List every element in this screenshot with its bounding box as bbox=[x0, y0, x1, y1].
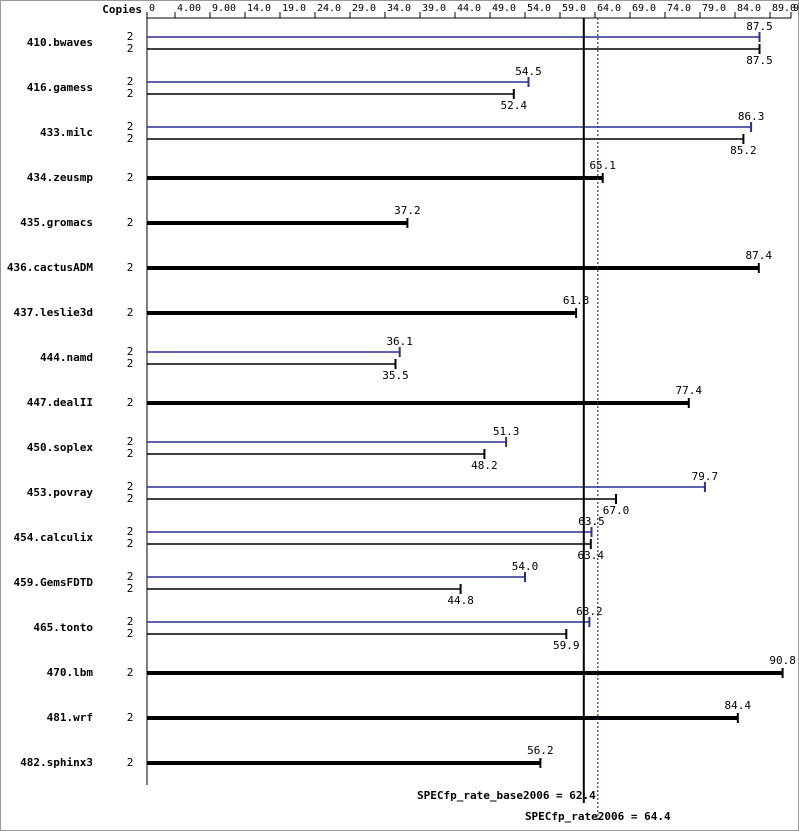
copies-label: 2 bbox=[127, 711, 134, 724]
value-label: 59.9 bbox=[553, 639, 580, 652]
copies-label: 2 bbox=[127, 396, 134, 409]
value-label: 52.4 bbox=[501, 99, 528, 112]
x-tick-label: 0 bbox=[149, 3, 155, 14]
copies-label: 2 bbox=[127, 42, 134, 55]
benchmark-name: 482.sphinx3 bbox=[20, 756, 93, 769]
x-tick-label: 19.0 bbox=[282, 3, 306, 14]
value-label: 84.4 bbox=[725, 699, 752, 712]
benchmark-name: 436.cactusADM bbox=[7, 261, 93, 274]
benchmark-name: 470.lbm bbox=[47, 666, 94, 679]
axis-label: Copies bbox=[102, 3, 142, 16]
value-label: 35.5 bbox=[382, 369, 409, 382]
value-label: 48.2 bbox=[471, 459, 498, 472]
copies-label: 2 bbox=[127, 261, 134, 274]
copies-label: 2 bbox=[127, 357, 134, 370]
x-tick-label: 34.0 bbox=[387, 3, 411, 14]
benchmark-name: 437.leslie3d bbox=[14, 306, 93, 319]
copies-label: 2 bbox=[127, 30, 134, 43]
x-tick-label: 54.0 bbox=[527, 3, 551, 14]
value-label: 51.3 bbox=[493, 425, 520, 438]
copies-label: 2 bbox=[127, 492, 134, 505]
copies-label: 2 bbox=[127, 480, 134, 493]
benchmark-name: 459.GemsFDTD bbox=[14, 576, 94, 589]
x-tick-label: 24.0 bbox=[317, 3, 341, 14]
value-label: 79.7 bbox=[692, 470, 719, 483]
copies-label: 2 bbox=[127, 171, 134, 184]
benchmark-name: 465.tonto bbox=[33, 621, 93, 634]
copies-label: 2 bbox=[127, 345, 134, 358]
copies-label: 2 bbox=[127, 447, 134, 460]
x-tick-label: 92.0 bbox=[793, 3, 799, 14]
copies-label: 2 bbox=[127, 120, 134, 133]
x-tick-label: 49.0 bbox=[492, 3, 516, 14]
copies-label: 2 bbox=[127, 306, 134, 319]
copies-label: 2 bbox=[127, 582, 134, 595]
x-tick-label: 79.0 bbox=[702, 3, 726, 14]
x-tick-label: 44.0 bbox=[457, 3, 481, 14]
value-label: 37.2 bbox=[394, 204, 421, 217]
value-label: 90.8 bbox=[769, 654, 796, 667]
value-label: 54.0 bbox=[512, 560, 539, 573]
value-label: 63.5 bbox=[578, 515, 605, 528]
x-tick-label: 89.0 bbox=[772, 3, 796, 14]
value-label: 77.4 bbox=[676, 384, 703, 397]
x-tick-label: 39.0 bbox=[422, 3, 446, 14]
x-tick-label: 64.0 bbox=[597, 3, 621, 14]
x-tick-label: 69.0 bbox=[632, 3, 656, 14]
x-tick-label: 29.0 bbox=[352, 3, 376, 14]
value-label: 36.1 bbox=[386, 335, 413, 348]
benchmark-name: 416.gamess bbox=[27, 81, 93, 94]
benchmark-name: 450.soplex bbox=[27, 441, 94, 454]
copies-label: 2 bbox=[127, 525, 134, 538]
benchmark-name: 410.bwaves bbox=[27, 36, 93, 49]
x-tick-label: 4.00 bbox=[177, 3, 201, 14]
copies-label: 2 bbox=[127, 75, 134, 88]
value-label: 87.5 bbox=[746, 54, 773, 67]
benchmark-name: 481.wrf bbox=[47, 711, 93, 724]
benchmark-name: 444.namd bbox=[40, 351, 93, 364]
reference-label: SPECfp_rate_base2006 = 62.4 bbox=[417, 789, 596, 802]
x-tick-label: 84.0 bbox=[737, 3, 761, 14]
value-label: 87.4 bbox=[746, 249, 773, 262]
copies-label: 2 bbox=[127, 537, 134, 550]
x-tick-label: 74.0 bbox=[667, 3, 691, 14]
benchmark-name: 454.calculix bbox=[14, 531, 94, 544]
copies-label: 2 bbox=[127, 132, 134, 145]
value-label: 63.4 bbox=[578, 549, 605, 562]
value-label: 86.3 bbox=[738, 110, 765, 123]
copies-label: 2 bbox=[127, 216, 134, 229]
benchmark-name: 434.zeusmp bbox=[27, 171, 94, 184]
copies-label: 2 bbox=[127, 570, 134, 583]
copies-label: 2 bbox=[127, 435, 134, 448]
benchmark-name: 447.dealII bbox=[27, 396, 93, 409]
value-label: 61.3 bbox=[563, 294, 590, 307]
x-tick-label: 59.0 bbox=[562, 3, 586, 14]
x-tick-label: 9.00 bbox=[212, 3, 236, 14]
reference-label: SPECfp_rate2006 = 64.4 bbox=[525, 810, 671, 823]
copies-label: 2 bbox=[127, 87, 134, 100]
value-label: 67.0 bbox=[603, 504, 630, 517]
value-label: 44.8 bbox=[447, 594, 474, 607]
value-label: 65.1 bbox=[589, 159, 616, 172]
value-label: 63.2 bbox=[576, 605, 603, 618]
value-label: 87.5 bbox=[746, 20, 773, 33]
value-label: 54.5 bbox=[515, 65, 542, 78]
copies-label: 2 bbox=[127, 666, 134, 679]
x-tick-label: 14.0 bbox=[247, 3, 271, 14]
benchmark-name: 435.gromacs bbox=[20, 216, 93, 229]
benchmark-name: 453.povray bbox=[27, 486, 94, 499]
value-label: 85.2 bbox=[730, 144, 757, 157]
benchmark-name: 433.milc bbox=[40, 126, 93, 139]
value-label: 56.2 bbox=[527, 744, 554, 757]
copies-label: 2 bbox=[127, 756, 134, 769]
copies-label: 2 bbox=[127, 627, 134, 640]
copies-label: 2 bbox=[127, 615, 134, 628]
